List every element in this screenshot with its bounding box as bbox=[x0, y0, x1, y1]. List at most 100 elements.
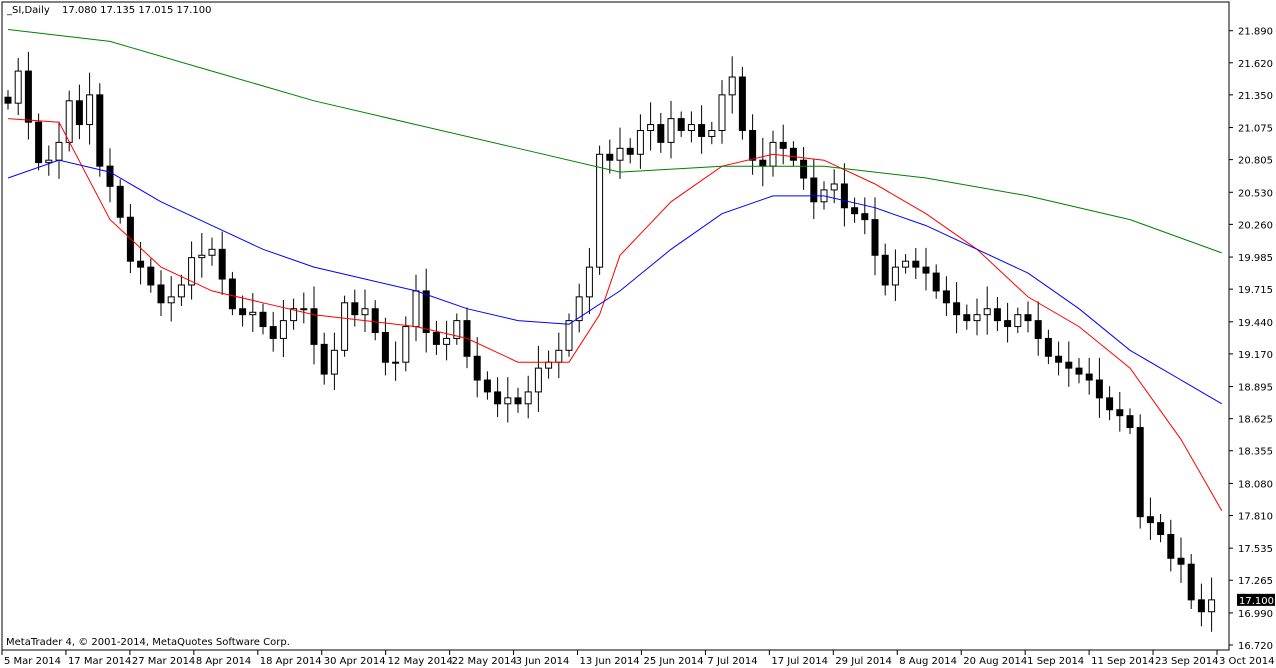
candle bbox=[555, 332, 563, 379]
ma-slow-line bbox=[7, 29, 1222, 254]
candle bbox=[473, 337, 481, 398]
candle bbox=[973, 298, 981, 336]
y-axis: 21.890 21.620 21.350 21.075 20.805 20.530 20.2… bbox=[1229, 27, 1275, 652]
candle bbox=[1055, 341, 1063, 376]
candle bbox=[1177, 537, 1185, 583]
candle bbox=[1208, 577, 1216, 632]
candle bbox=[902, 254, 910, 274]
candle bbox=[1075, 357, 1083, 384]
candle bbox=[239, 295, 247, 327]
candle bbox=[800, 147, 808, 190]
x-tick-label: 11 Sep 2014 bbox=[1091, 656, 1154, 667]
candle bbox=[86, 72, 94, 145]
y-tick-label: 19.440 bbox=[1238, 318, 1273, 329]
candle bbox=[789, 141, 797, 167]
y-tick-label: 19.715 bbox=[1238, 285, 1273, 296]
current-price-label: 17.100 bbox=[1239, 596, 1274, 607]
candle bbox=[871, 197, 879, 276]
candle bbox=[1146, 497, 1154, 540]
y-tick-label: 18.895 bbox=[1238, 383, 1273, 394]
candle bbox=[453, 313, 461, 345]
candle bbox=[75, 84, 83, 140]
y-tick-label: 17.535 bbox=[1238, 544, 1273, 555]
candle bbox=[953, 282, 961, 334]
candle bbox=[810, 158, 818, 220]
moving-averages-layer bbox=[7, 29, 1223, 511]
candle bbox=[718, 80, 726, 144]
candle bbox=[861, 197, 869, 235]
candle bbox=[626, 138, 634, 164]
candle bbox=[1034, 301, 1042, 356]
candles-layer bbox=[4, 51, 1216, 632]
candle bbox=[1187, 554, 1195, 609]
candle bbox=[1157, 513, 1165, 543]
y-tick-label: 19.170 bbox=[1238, 350, 1273, 361]
y-tick-label: 21.620 bbox=[1238, 59, 1273, 70]
candle bbox=[320, 332, 328, 385]
candle bbox=[1014, 307, 1022, 333]
y-tick-label: 17.810 bbox=[1238, 511, 1273, 522]
candle bbox=[1116, 392, 1124, 432]
plot-frame bbox=[1, 1, 1230, 651]
ohlc-readout: 17.080 17.135 17.015 17.100 bbox=[62, 5, 212, 16]
candle bbox=[432, 320, 440, 355]
x-tick-label: 13 Jun 2014 bbox=[580, 656, 640, 667]
candle bbox=[116, 179, 124, 224]
candle bbox=[341, 295, 349, 357]
y-tick-label: 18.625 bbox=[1238, 415, 1273, 426]
candle bbox=[881, 243, 889, 296]
candle bbox=[1197, 583, 1205, 627]
candle bbox=[657, 112, 665, 153]
candle bbox=[1024, 301, 1032, 333]
candle bbox=[1106, 386, 1114, 421]
y-tick-label: 21.350 bbox=[1238, 91, 1273, 102]
candle bbox=[392, 341, 400, 381]
y-tick-label: 20.260 bbox=[1238, 220, 1273, 231]
candle bbox=[504, 377, 512, 423]
candle bbox=[188, 241, 196, 300]
candle bbox=[687, 111, 695, 143]
y-tick-label: 16.720 bbox=[1238, 641, 1273, 652]
candle bbox=[96, 83, 104, 177]
candle bbox=[616, 127, 624, 179]
y-tick-label: 21.890 bbox=[1238, 27, 1273, 38]
candle bbox=[1085, 357, 1093, 395]
candle bbox=[1167, 519, 1175, 572]
candle bbox=[514, 387, 522, 413]
candle bbox=[14, 57, 22, 116]
candle bbox=[830, 169, 838, 204]
x-tick-label: 17 Mar 2014 bbox=[68, 656, 131, 667]
ma-mid-line bbox=[7, 159, 1223, 405]
candle bbox=[198, 233, 206, 278]
candle bbox=[494, 377, 502, 418]
candle bbox=[381, 317, 389, 376]
candle bbox=[177, 274, 185, 306]
candle bbox=[167, 276, 175, 322]
candle bbox=[1065, 341, 1073, 387]
candle bbox=[524, 375, 532, 419]
candle bbox=[371, 300, 379, 341]
candle bbox=[412, 274, 420, 342]
candle bbox=[738, 66, 746, 140]
x-tick-label: 25 Jun 2014 bbox=[643, 656, 703, 667]
candle bbox=[35, 113, 43, 171]
candle bbox=[677, 111, 685, 137]
y-tick-label: 19.985 bbox=[1238, 253, 1273, 264]
candle bbox=[1136, 414, 1144, 529]
y-tick-label: 18.355 bbox=[1238, 447, 1273, 458]
x-tick-label: 22 May 2014 bbox=[452, 656, 517, 667]
x-tick-label: 5 Mar 2014 bbox=[4, 656, 61, 667]
candle bbox=[269, 311, 277, 352]
candle bbox=[351, 289, 359, 327]
candle bbox=[708, 121, 716, 145]
candle bbox=[983, 286, 991, 335]
candle bbox=[106, 148, 114, 203]
candle bbox=[208, 237, 216, 266]
x-tick-label: 3 Jun 2014 bbox=[516, 656, 570, 667]
x-tick-label: 12 May 2014 bbox=[388, 656, 453, 667]
candle bbox=[4, 90, 12, 110]
candle bbox=[157, 270, 165, 317]
candle bbox=[259, 303, 267, 335]
candle bbox=[606, 139, 614, 174]
